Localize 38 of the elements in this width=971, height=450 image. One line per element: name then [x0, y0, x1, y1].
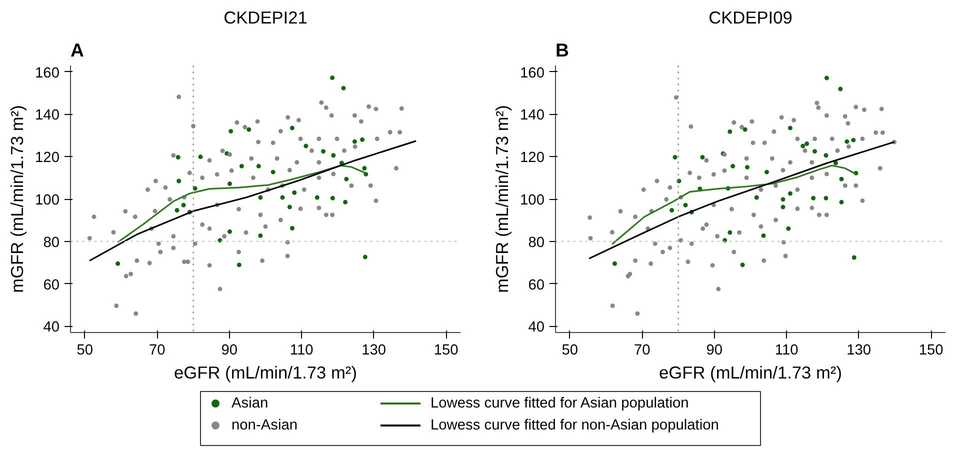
x-tick-label: 70: [149, 342, 166, 358]
x-tick-label: 130: [362, 342, 386, 358]
chart-title: CKDEPI21: [224, 8, 308, 28]
x-axis-title: eGFR (mL/min/1.73 m²): [659, 362, 842, 382]
y-tick-label: 100: [35, 192, 60, 208]
y-tick-label: 140: [35, 108, 60, 124]
text: B: [556, 40, 569, 60]
x-tick-label: 70: [634, 342, 650, 358]
x-tick-label: 50: [76, 342, 94, 358]
y-axis-title: mGFR (mL/min/1.73 m²): [492, 105, 512, 293]
legend-label: Asian: [232, 396, 268, 412]
y-tick-label: 140: [520, 108, 545, 124]
x-tick-label: 90: [706, 342, 723, 358]
y-tick-label: 160: [520, 65, 545, 82]
x-tick-label: 90: [221, 342, 238, 358]
y-axis-title: mGFR (mL/min/1.73 m²): [7, 105, 28, 293]
x-axis-title: eGFR (mL/min/1.73 m²): [174, 362, 357, 382]
x-tick-label: 110: [290, 342, 314, 358]
y-tick-label: 60: [528, 277, 545, 294]
legend-label: Lowess curve fitted for non-Asian population: [430, 418, 719, 434]
legend-label: non-Asian: [232, 418, 298, 434]
x-tick-label: 130: [846, 342, 872, 358]
x-tick-label: 50: [562, 342, 578, 358]
x-tick-label: 150: [434, 342, 458, 358]
x-tick-label: 150: [918, 342, 944, 358]
y-tick-label: 120: [520, 150, 545, 166]
y-tick-label: 100: [520, 192, 545, 208]
chart-title: CKDEPI09: [708, 8, 792, 28]
y-tick-label: 160: [35, 65, 60, 82]
y-tick-label: 120: [35, 150, 60, 166]
legend-label: Lowess curve fitted for Asian population: [430, 396, 689, 412]
y-tick-label: 40: [528, 320, 545, 336]
y-tick-label: 60: [43, 277, 60, 294]
x-tick-label: 110: [774, 342, 798, 358]
y-tick-label: 80: [43, 234, 60, 251]
y-tick-label: 80: [528, 234, 545, 251]
text: A: [70, 40, 84, 60]
y-tick-label: 40: [43, 320, 60, 336]
